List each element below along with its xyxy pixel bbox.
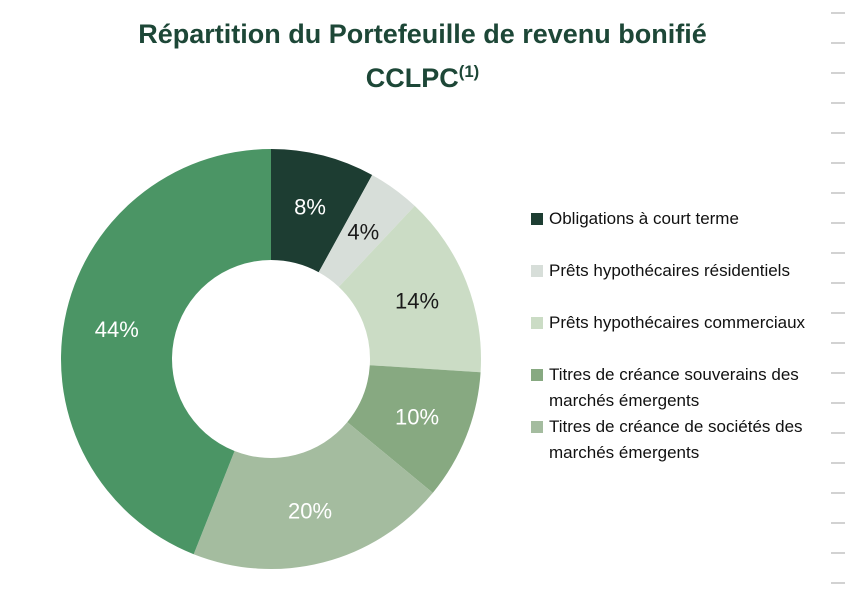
page-edge-tick	[831, 12, 845, 14]
page-edge-tick	[831, 252, 845, 254]
segment-value-label: 8%	[294, 194, 326, 219]
segment-value-label: 14%	[395, 289, 439, 314]
legend-swatch	[531, 369, 543, 381]
title-footnote-marker: (1)	[458, 62, 480, 81]
legend-swatch	[531, 421, 543, 433]
segment-value-label: 44%	[95, 317, 139, 342]
legend-label: Titres de créance souverains des marchés…	[549, 365, 799, 410]
page-edge-tick	[831, 42, 845, 44]
page-edge-tick	[831, 162, 845, 164]
page-edge-tick	[831, 522, 845, 524]
segment-value-label: 4%	[347, 220, 379, 245]
donut-segment	[347, 365, 481, 493]
legend-label: Titres de créance de sociétés des marché…	[549, 417, 803, 462]
page-edge-tick	[831, 582, 845, 584]
legend-item: Obligations à court terme	[531, 206, 831, 232]
page-edge-tick	[831, 492, 845, 494]
donut-chart-area: 8% 4% 14% 10% 20% 44%	[59, 147, 483, 571]
legend-item: Prêts hypothécaires commerciaux	[531, 310, 831, 336]
legend-item: Titres de créance souverains des marchés…	[531, 362, 831, 414]
chart-title-line1: Répartition du Portefeuille de revenu bo…	[138, 19, 707, 49]
donut-segment	[193, 422, 433, 569]
legend-swatch	[531, 213, 543, 225]
page-edge-tick	[831, 312, 845, 314]
page-edge-ticks	[829, 0, 845, 608]
legend-label: Prêts hypothécaires résidentiels	[549, 261, 790, 280]
donut-segment	[338, 205, 482, 373]
chart-title-line2: CCLPC(1)	[365, 62, 480, 93]
legend-item: Titres de créance de sociétés des marché…	[531, 414, 831, 466]
page-edge-tick	[831, 432, 845, 434]
page-edge-tick	[831, 462, 845, 464]
page-edge-tick	[831, 552, 845, 554]
page-edge-tick	[831, 342, 845, 344]
legend-swatch	[531, 265, 543, 277]
legend-label: Obligations à court terme	[549, 209, 739, 228]
legend-swatch	[531, 317, 543, 329]
page-edge-tick	[831, 402, 845, 404]
page-edge-tick	[831, 372, 845, 374]
chart-title: Répartition du Portefeuille de revenu bo…	[0, 16, 845, 97]
donut-segment	[271, 149, 373, 273]
legend-item: Prêts hypothécaires résidentiels	[531, 258, 831, 284]
donut-segment	[318, 174, 415, 287]
segment-value-label: 20%	[288, 499, 332, 524]
legend-label: Prêts hypothécaires commerciaux	[549, 313, 806, 332]
segment-value-label: 10%	[395, 404, 439, 429]
page-edge-tick	[831, 132, 845, 134]
page-edge-tick	[831, 222, 845, 224]
page-edge-tick	[831, 72, 845, 74]
donut-chart: 8% 4% 14% 10% 20% 44%	[61, 149, 482, 569]
chart-legend: Obligations à court terme Prêts hypothéc…	[531, 206, 831, 466]
page-edge-tick	[831, 102, 845, 104]
page-edge-tick	[831, 192, 845, 194]
donut-segment	[61, 149, 271, 555]
page-edge-tick	[831, 282, 845, 284]
